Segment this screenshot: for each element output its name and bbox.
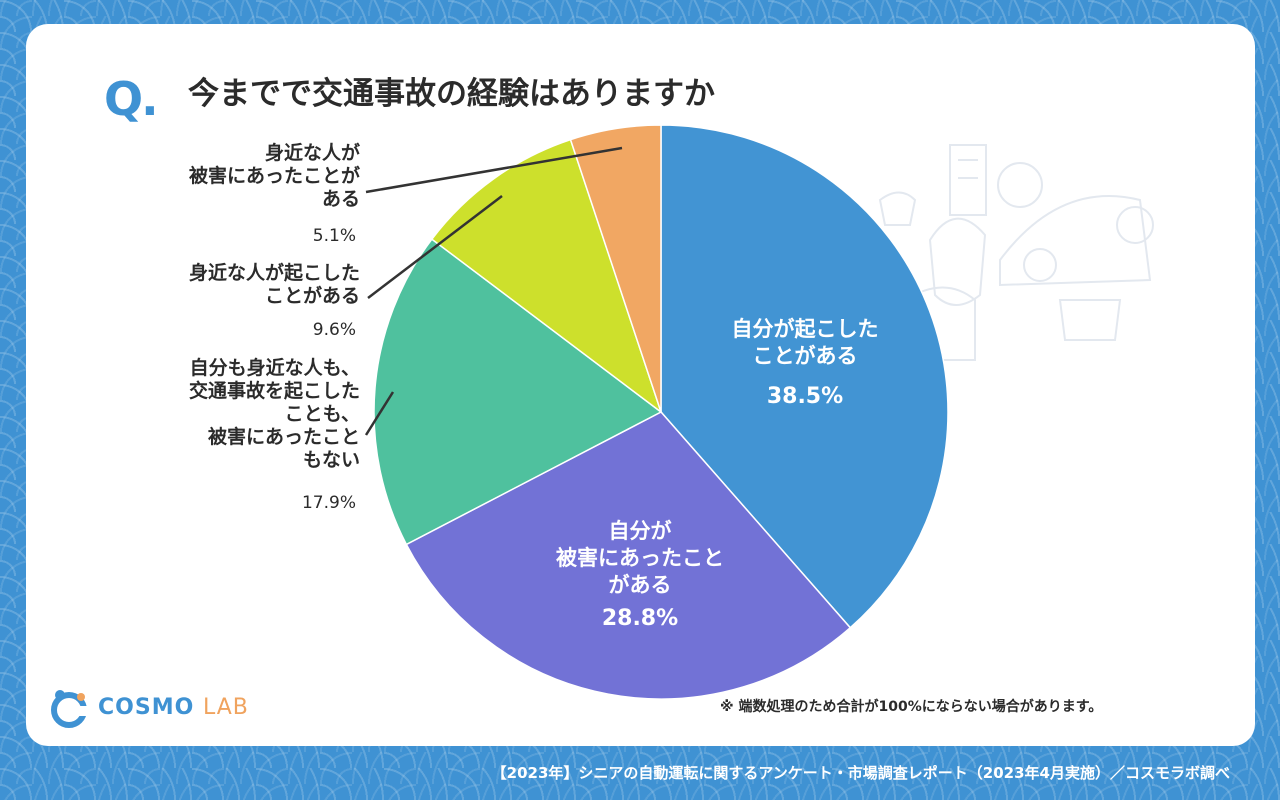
pie-slice-5	[569, 124, 662, 413]
leader-line-3	[364, 391, 395, 436]
slice-pct-1: 38.5%	[766, 384, 844, 409]
slice-label-5: 身近な人が 被害にあったことが ある	[188, 142, 360, 210]
slice-pct-3: 17.9%	[301, 493, 356, 513]
chart-title: 今までで交通事故の経験はありますか	[188, 76, 715, 112]
leader-line-4	[367, 195, 503, 299]
slice-pct-2: 28.8%	[601, 606, 679, 631]
cosmo-lab-logo-icon	[51, 690, 90, 728]
slice-label-2: 自分が 被害にあったこと がある	[556, 519, 724, 597]
pie-slice-4	[430, 138, 663, 415]
leader-line-5	[365, 146, 623, 194]
footer-source: 【2023年】シニアの自動運転に関するアンケート・市場調査レポート（2023年4…	[491, 764, 1230, 782]
question-mark: Q.	[104, 72, 159, 126]
rounding-note: ※ 端数処理のため合計が100%にならない場合があります。	[720, 699, 1103, 715]
pie-slice-3	[373, 238, 663, 546]
cosmo-lab-logo: COSMO LAB	[48, 686, 249, 728]
logo-wordmark: COSMO LAB	[98, 694, 249, 720]
slice-pct-5: 5.1%	[312, 226, 356, 246]
pie-slice-1	[660, 124, 949, 629]
pie-slice-2	[405, 411, 852, 700]
slice-pct-4: 9.6%	[312, 320, 356, 340]
slice-label-1: 自分が起こした ことがある	[731, 317, 879, 368]
slice-label-3: 自分も身近な人も、 交通事故を起こした ことも、 被害にあったこと もない	[188, 357, 360, 471]
slice-label-4: 身近な人が起こした ことがある	[188, 262, 360, 307]
